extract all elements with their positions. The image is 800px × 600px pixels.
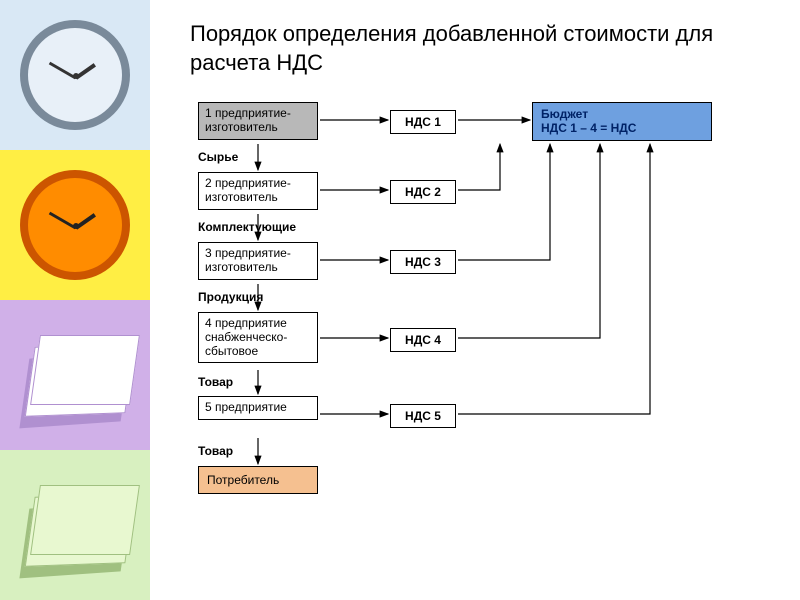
stage-3-label: Продукция	[198, 290, 263, 304]
sidebar-tile-papers-2	[0, 450, 150, 600]
vat-box-2: НДС 2	[390, 180, 456, 204]
stage-3-enterprise: 3 предприятие-изготовитель	[198, 242, 318, 280]
vat-box-4: НДС 4	[390, 328, 456, 352]
vat-flowchart: 1 предприятие-изготовитель Сырье НДС 1 2 пр…	[190, 90, 750, 580]
vat-box-1: НДС 1	[390, 110, 456, 134]
stage-2-label: Комплектующие	[198, 220, 296, 234]
stage-4-enterprise: 4 предприятиеснабженческо-сбытовое	[198, 312, 318, 363]
vat-box-5: НДС 5	[390, 404, 456, 428]
sidebar-tile-papers-1	[0, 300, 150, 450]
main-content: Порядок определения добавленной стоимост…	[160, 0, 800, 600]
stage-1-enterprise: 1 предприятие-изготовитель	[198, 102, 318, 140]
decorative-sidebar	[0, 0, 150, 600]
stage-5-label: Товар	[198, 444, 233, 458]
sidebar-tile-clock-2	[0, 150, 150, 300]
stage-5-enterprise: 5 предприятие	[198, 396, 318, 420]
stage-1-label: Сырье	[198, 150, 238, 164]
stage-4-label: Товар	[198, 375, 233, 389]
sidebar-tile-clock-1	[0, 0, 150, 150]
budget-node: БюджетНДС 1 – 4 = НДС	[532, 102, 712, 141]
consumer-node: Потребитель	[198, 466, 318, 494]
stage-2-enterprise: 2 предприятие-изготовитель	[198, 172, 318, 210]
vat-box-3: НДС 3	[390, 250, 456, 274]
slide-title: Порядок определения добавленной стоимост…	[160, 0, 800, 87]
